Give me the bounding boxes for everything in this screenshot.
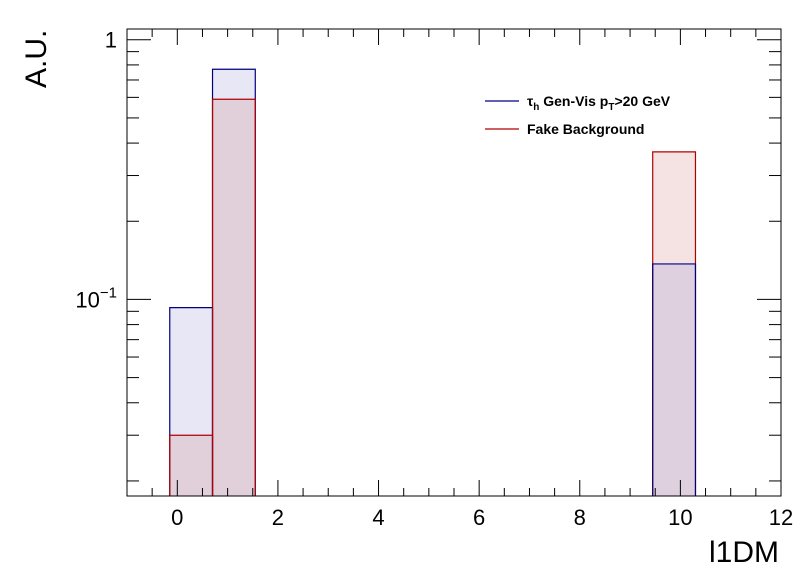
legend-tau-sub: h xyxy=(533,102,539,113)
legend-tau-end: >20 GeV xyxy=(614,93,670,109)
x-tick-label: 2 xyxy=(272,505,284,530)
bar-fill-s0-b1 xyxy=(212,69,256,496)
x-tick-labels: 0 2 4 6 8 10 12 xyxy=(171,505,793,530)
bar-fill-s1-b2 xyxy=(652,151,696,496)
legend-label-fake: Fake Background xyxy=(527,121,644,137)
histogram-bars xyxy=(169,68,697,497)
x-tick-label: 10 xyxy=(668,505,692,530)
legend-label-tau: τh Gen-Vis pT>20 GeV xyxy=(527,93,671,113)
y-tick-label: 10−1 xyxy=(75,284,117,312)
y-axis-title: A.U. xyxy=(20,30,53,88)
legend-tau-symbol: τ xyxy=(527,93,534,109)
x-tick-label: 0 xyxy=(171,505,183,530)
x-tick-label: 6 xyxy=(473,505,485,530)
plot-frame xyxy=(126,28,782,497)
legend: τh Gen-Vis pT>20 GeV Fake Background xyxy=(485,93,671,137)
y-tick-labels: 1 10−1 xyxy=(75,28,117,313)
x-axis-title: l1DM xyxy=(709,536,779,569)
bar-outline-s0-b2 xyxy=(652,263,697,496)
bar-outline-s1-b1 xyxy=(211,98,256,496)
x-tick-label: 4 xyxy=(372,505,384,530)
bar-fill-s1-b1 xyxy=(212,99,256,497)
y-tick-label: 1 xyxy=(105,28,117,53)
bar-fill-s0-b0 xyxy=(169,307,213,496)
x-tick-label: 12 xyxy=(769,505,793,530)
bar-fill-s1-b0 xyxy=(169,435,213,496)
x-tick-label: 8 xyxy=(574,505,586,530)
axis-ticks xyxy=(126,29,782,496)
legend-tau-sub2: T xyxy=(608,102,614,113)
bar-fill-s0-b2 xyxy=(652,263,696,496)
legend-tau-text: Gen-Vis p xyxy=(539,93,608,109)
